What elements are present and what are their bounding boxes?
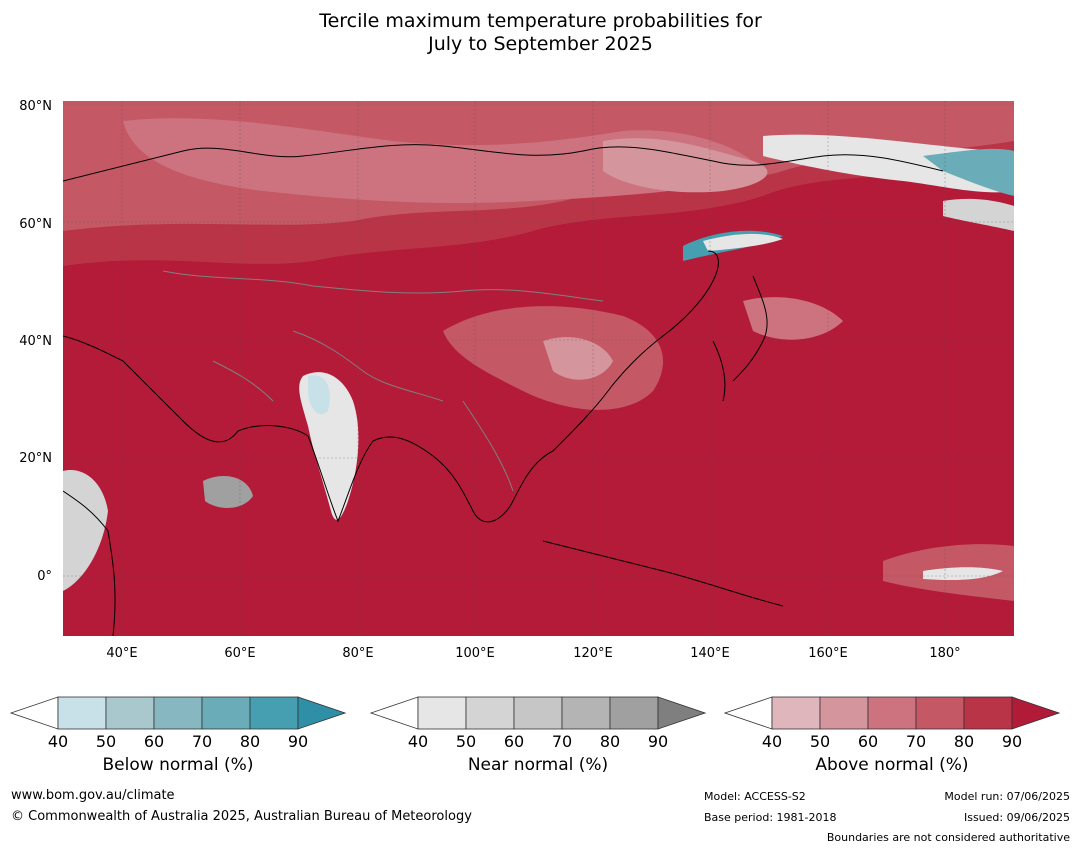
lon-label-120e: 120°E <box>573 646 613 661</box>
lon-label-40e: 40°E <box>106 646 138 661</box>
near-normal-region-arabian-sea <box>203 476 253 508</box>
tick-label: 90 <box>287 732 309 751</box>
colorbar-min-arrow <box>370 696 419 730</box>
near-normal-region-okhotsk <box>703 233 783 251</box>
legend-ticks-below-normal: 40 50 60 70 80 90 <box>10 732 346 752</box>
chart-title: Tercile maximum temperature probabilitie… <box>0 10 1081 56</box>
lon-label-60e: 60°E <box>224 646 256 661</box>
legend-title-near-normal: Near normal (%) <box>467 755 609 775</box>
tick-label: 60 <box>143 732 165 751</box>
near-normal-region-arctic <box>763 134 1014 193</box>
legend-title-below-normal: Below normal (%) <box>102 755 254 775</box>
model-run-date: Model run: 07/06/2025 <box>944 790 1070 803</box>
lon-label-160e: 160°E <box>808 646 848 661</box>
tick-label: 70 <box>551 732 573 751</box>
colorbar-segment <box>915 696 965 730</box>
colorbar-near-normal <box>370 696 706 730</box>
near-normal-region-horn-africa <box>63 470 108 591</box>
tick-label: 80 <box>599 732 621 751</box>
lon-label-180: 180° <box>929 646 961 661</box>
below-normal-region-arctic <box>923 148 1014 196</box>
tick-label: 50 <box>809 732 831 751</box>
lat-label-40n: 40°N <box>19 334 52 349</box>
colorbar-segment <box>609 696 659 730</box>
colorbar-segment <box>465 696 515 730</box>
legend-below-normal: 40 50 60 70 80 90 Below normal (%) <box>10 696 346 775</box>
lon-label-100e: 100°E <box>455 646 495 661</box>
tick-label: 90 <box>647 732 669 751</box>
below-normal-region-pakistan <box>308 375 330 415</box>
colorbar-segment <box>201 696 251 730</box>
tick-label: 80 <box>953 732 975 751</box>
colorbar-segment <box>819 696 869 730</box>
colorbar-segment <box>561 696 611 730</box>
colorbar-min-arrow <box>724 696 773 730</box>
tick-label: 50 <box>455 732 477 751</box>
website-link[interactable]: www.bom.gov.au/climate <box>11 788 175 803</box>
tick-label: 70 <box>905 732 927 751</box>
tick-label: 60 <box>857 732 879 751</box>
near-normal-region-equatorial-pacific <box>923 567 1003 581</box>
colorbar-above-normal <box>724 696 1060 730</box>
colorbar-max-arrow <box>1011 696 1060 730</box>
colorbar-segment <box>867 696 917 730</box>
graticule <box>63 101 1014 636</box>
tick-label: 60 <box>503 732 525 751</box>
colorbar-max-arrow <box>657 696 706 730</box>
tick-label: 80 <box>239 732 261 751</box>
above-40-region-east-siberia <box>603 138 768 193</box>
tick-label: 70 <box>191 732 213 751</box>
lon-label-80e: 80°E <box>342 646 374 661</box>
lat-label-20n: 20°N <box>19 451 52 466</box>
tick-label: 40 <box>47 732 69 751</box>
colorbar-segment <box>513 696 563 730</box>
lat-label-80n: 80°N <box>19 99 52 114</box>
colorbar-min-arrow <box>10 696 59 730</box>
colorbar-segment <box>771 696 821 730</box>
colorbar-segment <box>417 696 467 730</box>
tick-label: 40 <box>761 732 783 751</box>
borders <box>162 270 604 492</box>
colorbar-segment <box>105 696 155 730</box>
above-40-region-china <box>543 337 613 380</box>
map-svg <box>63 101 1014 636</box>
lat-label-60n: 60°N <box>19 217 52 232</box>
issued-date: Issued: 09/06/2025 <box>963 811 1070 824</box>
colorbar-max-arrow <box>297 696 346 730</box>
copyright-text: © Commonwealth of Australia 2025, Austra… <box>11 809 472 824</box>
lat-label-0: 0° <box>37 569 52 584</box>
above-50-region-pacific-north <box>743 297 843 340</box>
above-50-region-siberia <box>123 118 763 203</box>
legend-ticks-near-normal: 40 50 60 70 80 90 <box>370 732 706 752</box>
tick-label: 40 <box>407 732 429 751</box>
colorbar-segment <box>963 696 1013 730</box>
legend-near-normal: 40 50 60 70 80 90 Near normal (%) <box>370 696 706 775</box>
boundaries-disclaimer: Boundaries are not considered authoritat… <box>826 831 1070 844</box>
legend-title-above-normal: Above normal (%) <box>815 755 969 775</box>
near-normal-region-bering <box>943 198 1014 231</box>
colorbar-below-normal <box>10 696 346 730</box>
colorbar-segment <box>249 696 299 730</box>
lon-label-140e: 140°E <box>690 646 730 661</box>
colorbar-segment <box>57 696 107 730</box>
title-line-1: Tercile maximum temperature probabilitie… <box>319 10 762 32</box>
title-line-2: July to September 2025 <box>428 33 653 55</box>
legend-above-normal: 40 50 60 70 80 90 Above normal (%) <box>724 696 1060 775</box>
base-period: Base period: 1981-2018 <box>704 811 837 824</box>
forecast-map <box>63 101 1014 636</box>
tick-label: 50 <box>95 732 117 751</box>
coastlines <box>63 144 944 636</box>
model-name: Model: ACCESS-S2 <box>704 790 806 803</box>
legend-ticks-above-normal: 40 50 60 70 80 90 <box>724 732 1060 752</box>
colorbar-segment <box>153 696 203 730</box>
tick-label: 90 <box>1001 732 1023 751</box>
